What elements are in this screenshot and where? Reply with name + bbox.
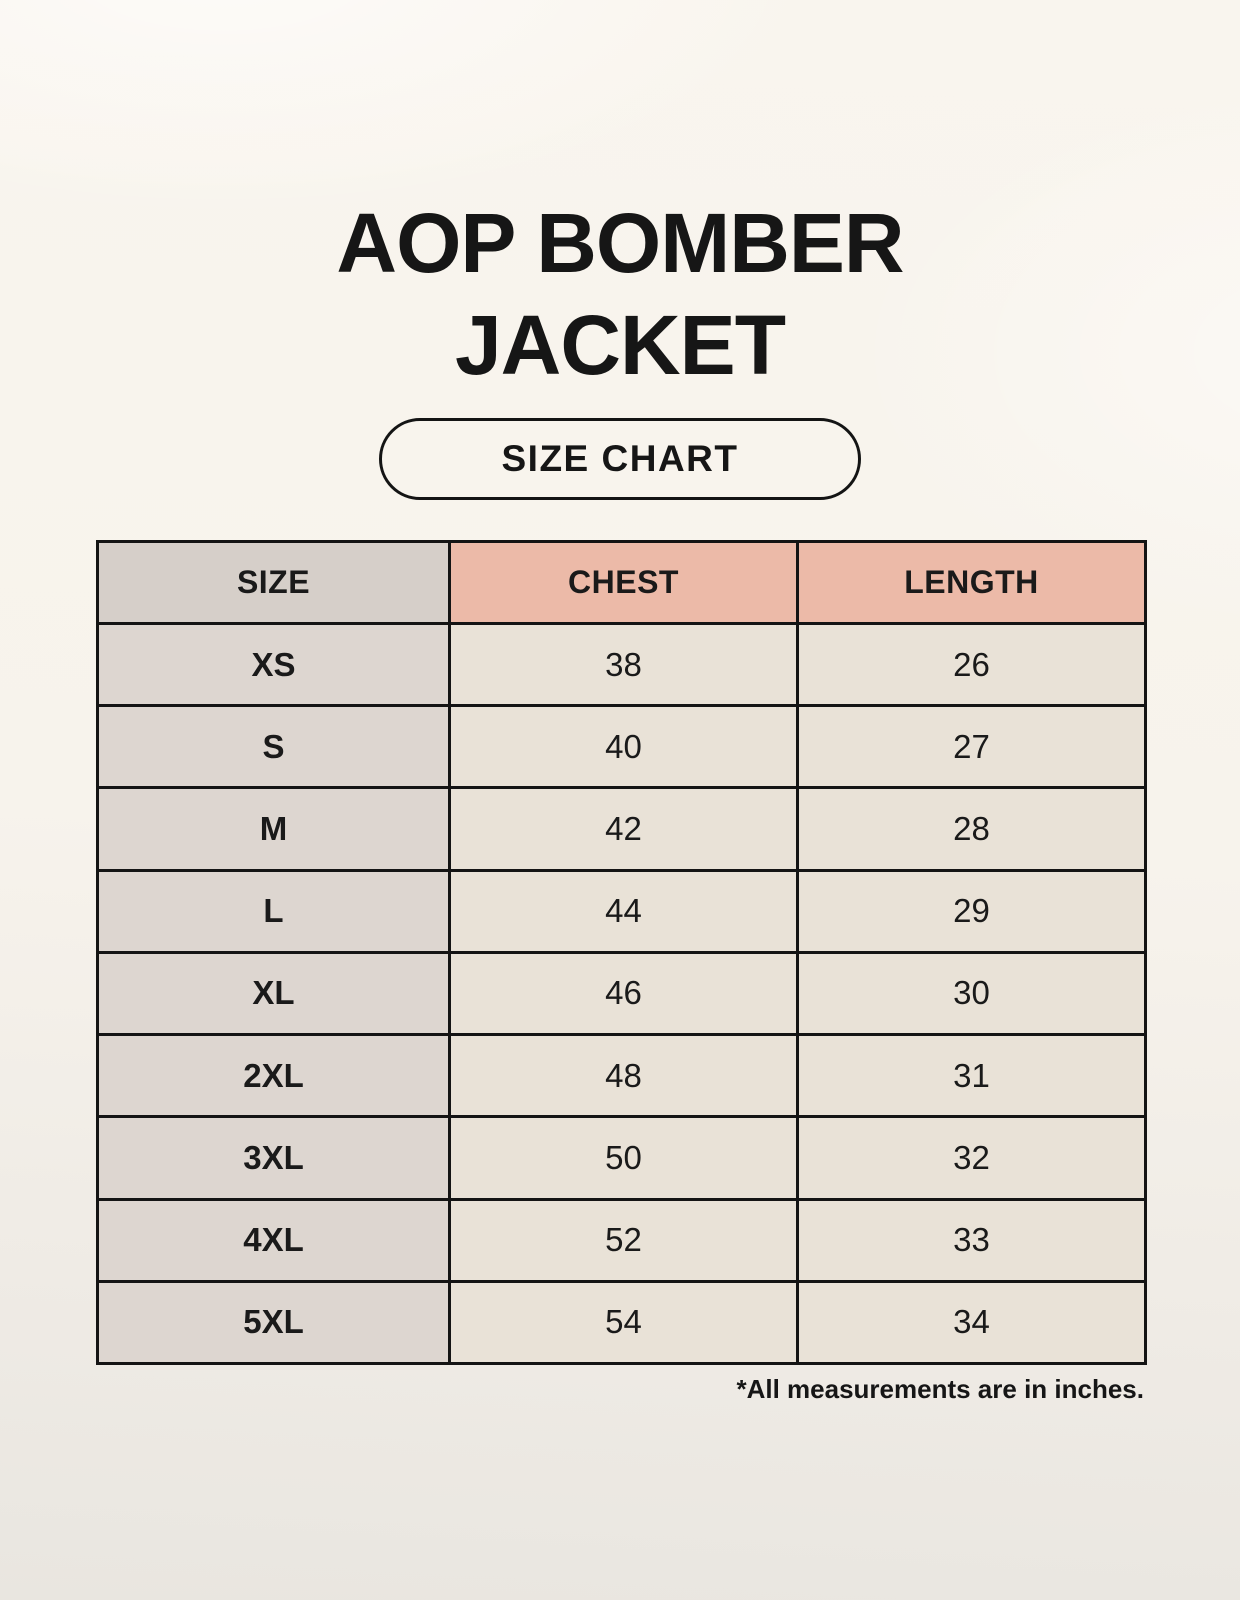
product-title: AOP BOMBER JACKET — [0, 192, 1240, 397]
size-label: 2XL — [96, 1033, 451, 1119]
chest-value: 42 — [448, 786, 799, 872]
column-header-size: SIZE — [96, 540, 451, 625]
length-value: 31 — [796, 1033, 1147, 1119]
table-row-l: L 44 29 — [96, 868, 1147, 954]
length-value: 28 — [796, 786, 1147, 872]
size-chart-badge-label: SIZE CHART — [501, 438, 739, 479]
table-row-xs: XS 38 26 — [96, 621, 1147, 708]
table-row-3xl: 3XL 50 32 — [96, 1115, 1147, 1201]
length-value: 32 — [796, 1115, 1147, 1201]
product-title-line1: AOP BOMBER — [336, 196, 904, 290]
chest-value: 38 — [448, 621, 799, 708]
size-table-header-row: SIZE CHEST LENGTH — [96, 540, 1147, 625]
table-row-5xl: 5XL 54 34 — [96, 1279, 1147, 1366]
product-title-line2: JACKET — [454, 298, 786, 393]
chest-value: 40 — [448, 704, 799, 790]
column-header-length: LENGTH — [796, 540, 1147, 625]
length-value: 27 — [796, 704, 1147, 790]
size-label: 3XL — [96, 1115, 451, 1201]
measurements-note: *All measurements are in inches. — [736, 1374, 1144, 1404]
size-table: SIZE CHEST LENGTH XS 38 26 S 40 27 M 42 … — [96, 540, 1147, 1366]
length-value: 34 — [796, 1279, 1147, 1366]
size-label: XS — [96, 621, 451, 708]
length-value: 29 — [796, 868, 1147, 954]
length-value: 33 — [796, 1197, 1147, 1283]
length-value: 26 — [796, 621, 1147, 708]
table-row-s: S 40 27 — [96, 704, 1147, 790]
table-row-xl: XL 46 30 — [96, 950, 1147, 1037]
size-label: M — [96, 786, 451, 872]
size-chart-badge: SIZE CHART — [379, 418, 861, 500]
chest-value: 44 — [448, 868, 799, 954]
size-label: L — [96, 868, 451, 954]
chest-value: 50 — [448, 1115, 799, 1201]
chest-value: 54 — [448, 1279, 799, 1366]
size-label: S — [96, 704, 451, 790]
table-row-4xl: 4XL 52 33 — [96, 1197, 1147, 1283]
table-row-m: M 42 28 — [96, 786, 1147, 872]
chest-value: 46 — [448, 950, 799, 1037]
size-label: 4XL — [96, 1197, 451, 1283]
length-value: 30 — [796, 950, 1147, 1037]
chest-value: 48 — [448, 1033, 799, 1119]
table-row-2xl: 2XL 48 31 — [96, 1033, 1147, 1119]
size-label: 5XL — [96, 1279, 451, 1366]
size-label: XL — [96, 950, 451, 1037]
column-header-chest: CHEST — [448, 540, 799, 625]
chest-value: 52 — [448, 1197, 799, 1283]
